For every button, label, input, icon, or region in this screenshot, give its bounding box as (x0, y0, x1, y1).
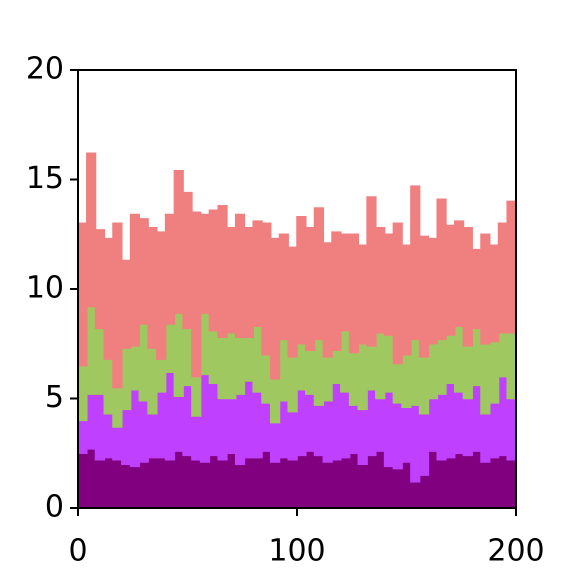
y-tick-label: 15 (26, 161, 64, 196)
x-tick-label: 100 (268, 534, 325, 569)
y-tick-label: 0 (45, 490, 64, 525)
y-tick-label: 5 (45, 380, 64, 415)
y-tick-label: 20 (26, 52, 64, 87)
x-tick-label: 200 (487, 534, 544, 569)
y-tick-label: 10 (26, 271, 64, 306)
x-tick-label: 0 (68, 534, 87, 569)
